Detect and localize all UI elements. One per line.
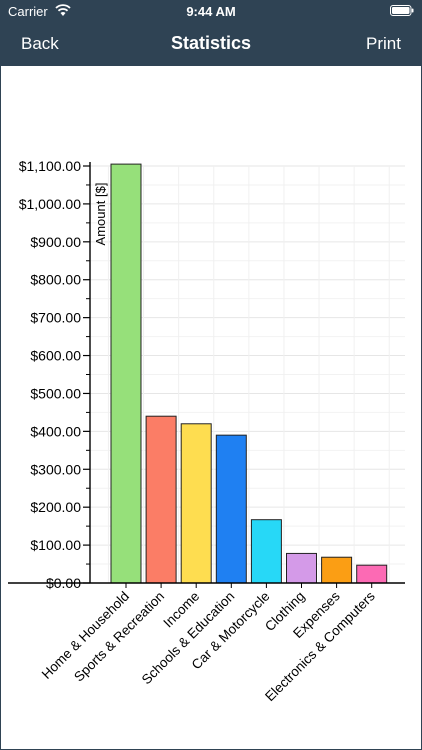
y-tick-label: $500.00	[30, 385, 81, 401]
y-tick-label: $1,000.00	[19, 196, 81, 212]
y-tick-label: $400.00	[30, 423, 81, 439]
page-title: Statistics	[170, 33, 252, 53]
bar[interactable]	[286, 552, 317, 584]
bar[interactable]	[215, 434, 247, 584]
bar[interactable]	[356, 564, 388, 584]
y-tick-label: $1,100.00	[19, 158, 81, 174]
bar[interactable]	[110, 163, 142, 584]
y-tick-label: $600.00	[30, 348, 81, 364]
back-button[interactable]: Back	[21, 34, 59, 53]
y-axis-title: Amount [$]	[93, 183, 108, 246]
clock-time: 9:44 AM	[186, 4, 236, 19]
bar[interactable]	[321, 556, 353, 584]
status-bar: Carrier 9:44 AM	[0, 0, 422, 22]
y-tick-label: $100.00	[30, 537, 81, 553]
bar[interactable]	[250, 519, 282, 584]
bar[interactable]	[145, 415, 177, 584]
y-tick-label: $800.00	[30, 272, 81, 288]
carrier-label: Carrier	[8, 4, 48, 19]
chart-panel: $0.00 $100.00 $200.00 $300.00 $400.00 $500.00…	[1, 66, 421, 749]
bar[interactable]	[180, 423, 212, 584]
y-tick-label: $200.00	[30, 499, 81, 515]
battery-icon	[390, 5, 414, 16]
wifi-icon	[55, 4, 71, 16]
y-tick-label: $900.00	[30, 234, 81, 250]
navigation-bar: Back Statistics Print	[0, 22, 422, 66]
y-tick-label: $300.00	[30, 461, 81, 477]
bar-chart: $0.00$100.00$200.00$300.00$400.00$500.00…	[8, 158, 405, 704]
y-tick-label: $700.00	[30, 310, 81, 326]
print-button[interactable]: Print	[366, 34, 401, 53]
